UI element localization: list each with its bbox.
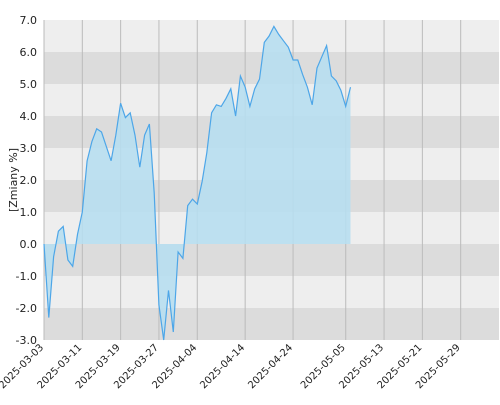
data-point [206,152,208,154]
data-point [301,73,303,75]
data-point [210,112,212,114]
data-point [316,67,318,69]
data-point [95,128,97,130]
data-point [201,180,203,182]
data-point [311,104,313,106]
x-axis-ticks: 2025-03-032025-03-112025-03-192025-03-27… [0,342,463,391]
y-tick-label: 4.0 [20,110,38,123]
data-point [100,131,102,133]
data-point [48,316,50,318]
data-point [321,56,323,58]
data-point [268,35,270,37]
data-point [129,112,131,114]
y-tick-label: 2.0 [20,174,38,187]
data-point [234,115,236,117]
data-point [153,192,155,194]
x-tick-label: 2025-04-14 [198,342,247,391]
data-point [72,265,74,267]
data-point [52,256,54,258]
data-point [306,86,308,88]
data-point [287,46,289,48]
y-tick-label: 5.0 [20,78,38,91]
data-point [239,75,241,77]
x-tick-label: 2025-04-24 [246,342,295,391]
data-point [191,198,193,200]
data-point [148,123,150,125]
data-point [263,41,265,43]
data-point [124,116,126,118]
y-axis-label: [Zmiany %] [7,148,20,212]
data-point [119,102,121,104]
data-point [67,259,69,261]
data-point [110,160,112,162]
data-point [186,204,188,206]
data-point [220,105,222,107]
y-tick-label: -1.0 [16,270,37,283]
data-point [91,140,93,142]
data-point [282,40,284,42]
data-point [57,230,59,232]
data-point [158,304,160,306]
data-point [277,33,279,35]
grid-band [44,276,499,308]
data-point [115,134,117,136]
y-tick-label: 0.0 [20,238,38,251]
data-point [134,134,136,136]
data-point [182,257,184,259]
data-point [177,251,179,253]
data-point [143,134,145,136]
data-point [325,44,327,46]
data-point [335,80,337,82]
data-point [172,331,174,333]
y-tick-label: -2.0 [16,302,37,315]
y-tick-label: 1.0 [20,206,38,219]
series-layer [43,25,352,341]
data-point [62,225,64,227]
data-point [81,211,83,213]
data-point [230,88,232,90]
data-point [167,289,169,291]
data-point [254,88,256,90]
y-tick-label: 6.0 [20,46,38,59]
y-axis-ticks: -3.0 -2.0 -1.0 0.0 1.0 2.0 3.0 4.0 5.0 6.0 7.0 [16,14,37,347]
data-point [43,243,45,245]
data-point [273,25,275,27]
data-point [225,97,227,99]
grid-band [44,244,499,276]
data-point [215,104,217,106]
data-point [105,145,107,147]
data-point [249,105,251,107]
data-point [340,89,342,91]
y-tick-label: 3.0 [20,142,38,155]
data-point [345,105,347,107]
data-point [258,78,260,80]
data-point [76,233,78,235]
grid-band [44,308,499,340]
data-point [244,86,246,88]
data-point [86,160,88,162]
data-point [139,166,141,168]
data-point [297,59,299,61]
data-point [349,86,351,88]
data-point [196,203,198,205]
series-line [43,25,352,341]
y-tick-label: 7.0 [20,14,38,27]
data-point [292,59,294,61]
y-tick-label: -3.0 [16,334,37,347]
data-point [330,75,332,77]
data-point [163,339,165,341]
